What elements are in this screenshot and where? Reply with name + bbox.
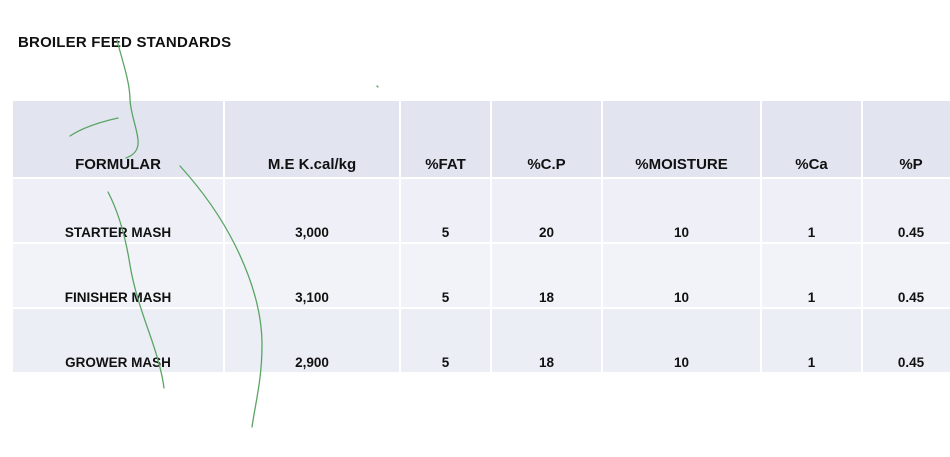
cell-fat: 5	[401, 179, 490, 242]
cell-cp: 18	[492, 244, 601, 307]
cell-me-kcal: 3,100	[225, 244, 399, 307]
cell-ca: 1	[762, 179, 861, 242]
cell-cp: 18	[492, 309, 601, 372]
header-fat: %FAT	[401, 101, 490, 177]
cell-fat: 5	[401, 244, 490, 307]
header-ca: %Ca	[762, 101, 861, 177]
header-moisture: %MOISTURE	[603, 101, 760, 177]
table-row: STARTER MASH 3,000 5 20 10 1 0.45	[13, 179, 950, 242]
cell-cp: 20	[492, 179, 601, 242]
cell-p: 0.45	[863, 179, 950, 242]
cell-formular: FINISHER MASH	[13, 244, 223, 307]
header-me-kcal: M.E K.cal/kg	[225, 101, 399, 177]
feed-standards-table: FORMULAR M.E K.cal/kg %FAT %C.P %MOISTUR…	[11, 99, 950, 374]
document-title: BROILER FEED STANDARDS	[18, 34, 232, 51]
header-formular: FORMULAR	[13, 101, 223, 177]
cell-p: 0.45	[863, 309, 950, 372]
table-row: GROWER MASH 2,900 5 18 10 1 0.45	[13, 309, 950, 372]
cell-ca: 1	[762, 244, 861, 307]
cell-fat: 5	[401, 309, 490, 372]
table-row: FINISHER MASH 3,100 5 18 10 1 0.45	[13, 244, 950, 307]
table-body: STARTER MASH 3,000 5 20 10 1 0.45 FINISH…	[13, 179, 950, 372]
cell-formular: STARTER MASH	[13, 179, 223, 242]
cell-me-kcal: 3,000	[225, 179, 399, 242]
ink-stroke	[376, 85, 379, 88]
header-p: %P	[863, 101, 950, 177]
cell-moisture: 10	[603, 244, 760, 307]
cell-me-kcal: 2,900	[225, 309, 399, 372]
table-header-row: FORMULAR M.E K.cal/kg %FAT %C.P %MOISTUR…	[13, 101, 950, 177]
cell-p: 0.45	[863, 244, 950, 307]
cell-moisture: 10	[603, 179, 760, 242]
cell-formular: GROWER MASH	[13, 309, 223, 372]
table-header: FORMULAR M.E K.cal/kg %FAT %C.P %MOISTUR…	[13, 101, 950, 177]
cell-ca: 1	[762, 309, 861, 372]
cell-moisture: 10	[603, 309, 760, 372]
header-cp: %C.P	[492, 101, 601, 177]
